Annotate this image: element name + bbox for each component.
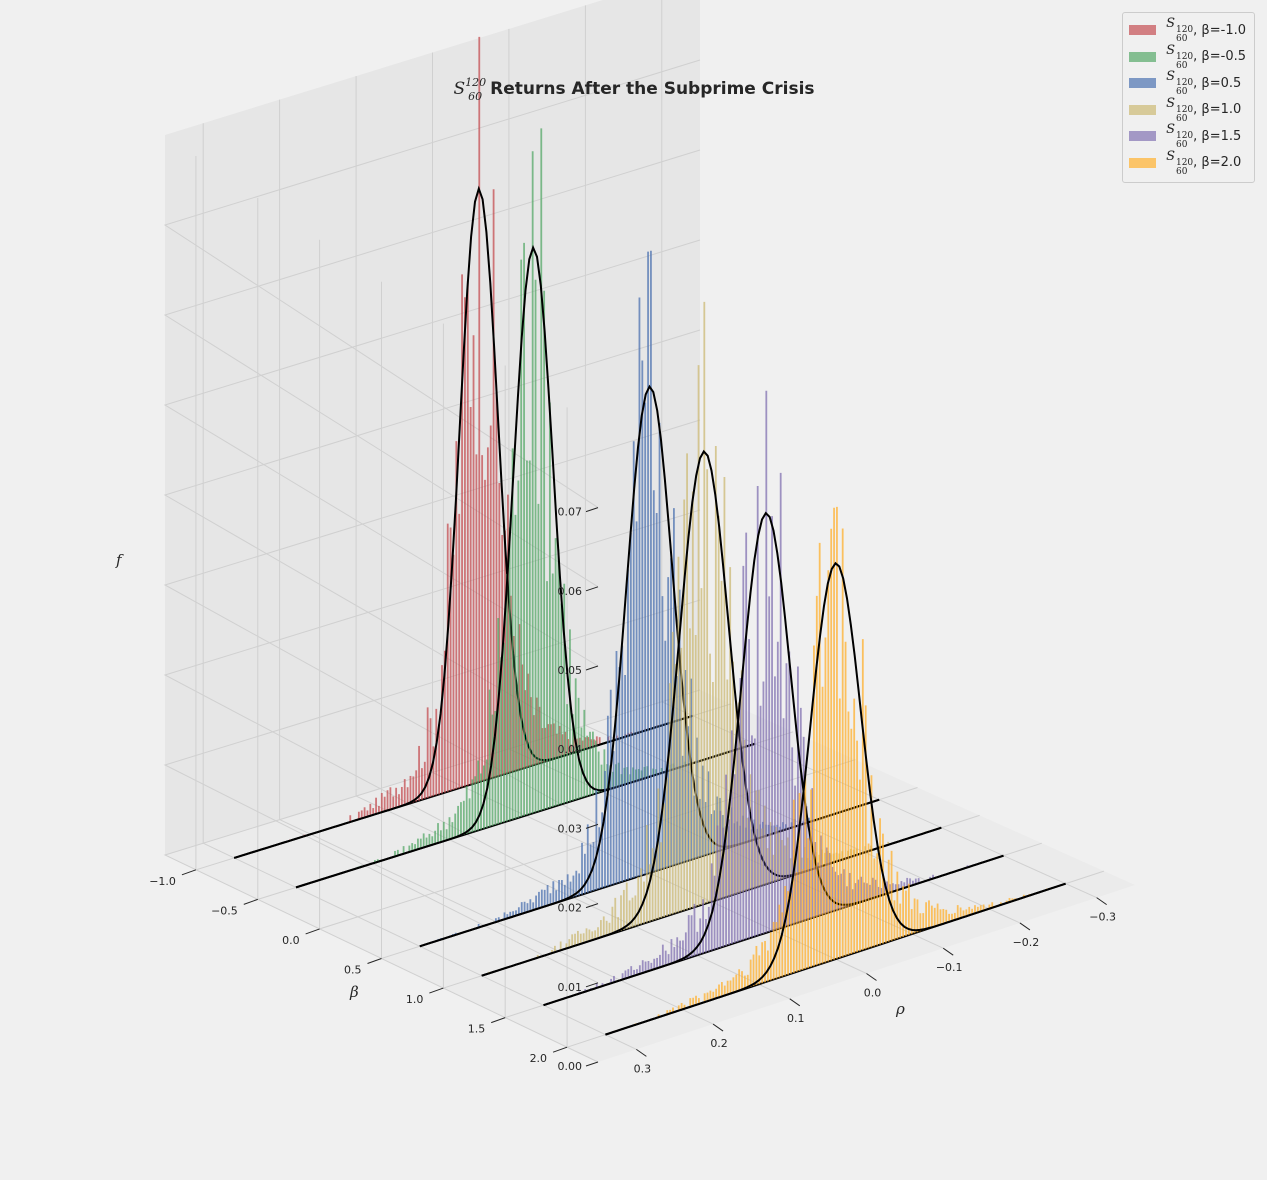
z-tick-7	[585, 507, 599, 513]
y-tick-0	[181, 869, 197, 876]
x-axis-label: ρ	[895, 1000, 905, 1018]
grid-x-6	[202, 123, 637, 1050]
y-tick-label-0: −1.0	[149, 875, 176, 888]
z-tick-label-2: 0.02	[558, 902, 583, 915]
x-tick-4	[789, 998, 801, 1007]
series-3	[481, 301, 942, 977]
x-tick-5	[712, 1023, 724, 1032]
grid-z-6	[163, 149, 701, 588]
x-tick-label-6: 0.3	[634, 1062, 652, 1075]
x-tick-label-0: −0.3	[1089, 911, 1116, 924]
legend-item-2: S 120 60, β=0.5	[1129, 69, 1246, 98]
z-tick-label-6: 0.06	[558, 585, 583, 598]
series-3-fit-curve	[481, 449, 942, 977]
x-tick-0	[1096, 897, 1107, 906]
series-2	[419, 250, 880, 948]
x-tick-label-4: 0.1	[787, 1012, 805, 1025]
title-math-sup: 120	[465, 76, 486, 89]
x-tick-label-3: 0.0	[864, 987, 882, 1000]
legend-swatch-2	[1129, 78, 1157, 89]
y-tick-4	[429, 987, 444, 994]
z-tick-1	[585, 982, 599, 988]
legend-item-4: S 120 60, β=1.5	[1129, 122, 1246, 151]
grid-x-5	[279, 99, 714, 1025]
series-5	[605, 506, 1066, 1036]
title-math-sub: 60	[468, 90, 482, 103]
y-tick-label-6: 2.0	[530, 1052, 548, 1065]
legend-item-1: S 120 60, β=-0.5	[1129, 42, 1246, 71]
grid-x-1	[584, 5, 1021, 924]
legend-math-3: S 120 60	[1166, 95, 1194, 124]
legend-label-3: , β=1.0	[1193, 102, 1242, 118]
z-tick-6	[585, 586, 599, 592]
y-axis-label: β	[349, 983, 359, 1001]
legend: S 120 60, β=-1.0 S 120 60, β=-0.5 S 120 60, β=0.…	[1122, 12, 1255, 183]
z-tick-label-1: 0.01	[558, 981, 583, 994]
x-tick-label-1: −0.2	[1013, 936, 1040, 949]
legend-swatch-5	[1129, 157, 1157, 168]
z-tick-3	[585, 823, 599, 829]
z-tick-label-7: 0.07	[558, 506, 583, 519]
z-tick-label-5: 0.05	[558, 664, 583, 677]
legend-swatch-0	[1129, 25, 1157, 36]
x-tick-1	[1019, 922, 1031, 931]
series-layer	[233, 36, 1066, 1036]
legend-math-4: S 120 60	[1166, 122, 1194, 151]
legend-swatch-4	[1129, 131, 1157, 142]
y-tick-5	[491, 1017, 506, 1024]
x-tick-label-2: −0.1	[936, 961, 963, 974]
y-tick-label-3: 0.5	[344, 964, 362, 977]
z-axis-label: f	[115, 551, 124, 569]
z-tick-4	[585, 744, 599, 750]
series-4	[543, 390, 1004, 1007]
legend-label-4: , β=1.5	[1193, 128, 1242, 144]
y-tick-label-5: 1.5	[468, 1023, 486, 1036]
y-tick-2	[305, 928, 320, 935]
legend-label-0: , β=-1.0	[1193, 22, 1246, 38]
legend-math-5: S 120 60	[1166, 148, 1194, 177]
title-text: Returns After the Subprime Crisis	[490, 79, 814, 99]
title-math-base: S	[453, 79, 465, 99]
z-tick-0	[585, 1061, 599, 1067]
legend-item-5: S 120 60, β=2.0	[1129, 148, 1246, 177]
y-tick-label-4: 1.0	[406, 993, 424, 1006]
z-tick-label-0: 0.00	[558, 1060, 583, 1073]
legend-swatch-1	[1129, 51, 1157, 62]
x-tick-label-5: 0.2	[710, 1037, 728, 1050]
z-tick-2	[585, 903, 599, 909]
grid-z-7	[163, 59, 701, 509]
y-tick-1	[243, 898, 258, 905]
legend-math-1: S 120 60	[1166, 42, 1194, 71]
axis-ticks: 0.00 0.01 0.02 0.03 0.04 0.05 0.06 0.07 −1.0 −0.5…	[149, 506, 1116, 1076]
y-tick-6	[552, 1046, 568, 1053]
y-tick-label-2: 0.0	[282, 934, 300, 947]
y-tick-label-1: −0.5	[211, 904, 238, 917]
series-5-fit-curve	[605, 561, 1066, 1036]
y-tick-3	[367, 958, 382, 964]
legend-math-0: S 120 60	[1166, 16, 1194, 45]
z-tick-label-4: 0.04	[558, 743, 583, 756]
legend-math-2: S 120 60	[1166, 69, 1194, 98]
z-tick-5	[585, 665, 599, 671]
legend-swatch-3	[1129, 104, 1157, 115]
legend-label-1: , β=-0.5	[1193, 49, 1246, 65]
legend-label-2: , β=0.5	[1193, 75, 1242, 91]
z-tick-label-3: 0.03	[558, 822, 583, 835]
series-4-fit-curve	[543, 511, 1004, 1007]
series-2-fit-curve	[419, 384, 880, 948]
x-tick-3	[866, 973, 877, 981]
legend-label-5: , β=2.0	[1193, 155, 1242, 171]
x-tick-2	[942, 947, 954, 956]
legend-item-0: S 120 60, β=-1.0	[1129, 16, 1246, 45]
x-tick-6	[636, 1048, 647, 1057]
chart-title: S120 60 Returns After the Subprime Crisis	[453, 76, 814, 103]
grid-x-4	[355, 76, 791, 1000]
legend-item-3: S 120 60, β=1.0	[1129, 95, 1246, 124]
